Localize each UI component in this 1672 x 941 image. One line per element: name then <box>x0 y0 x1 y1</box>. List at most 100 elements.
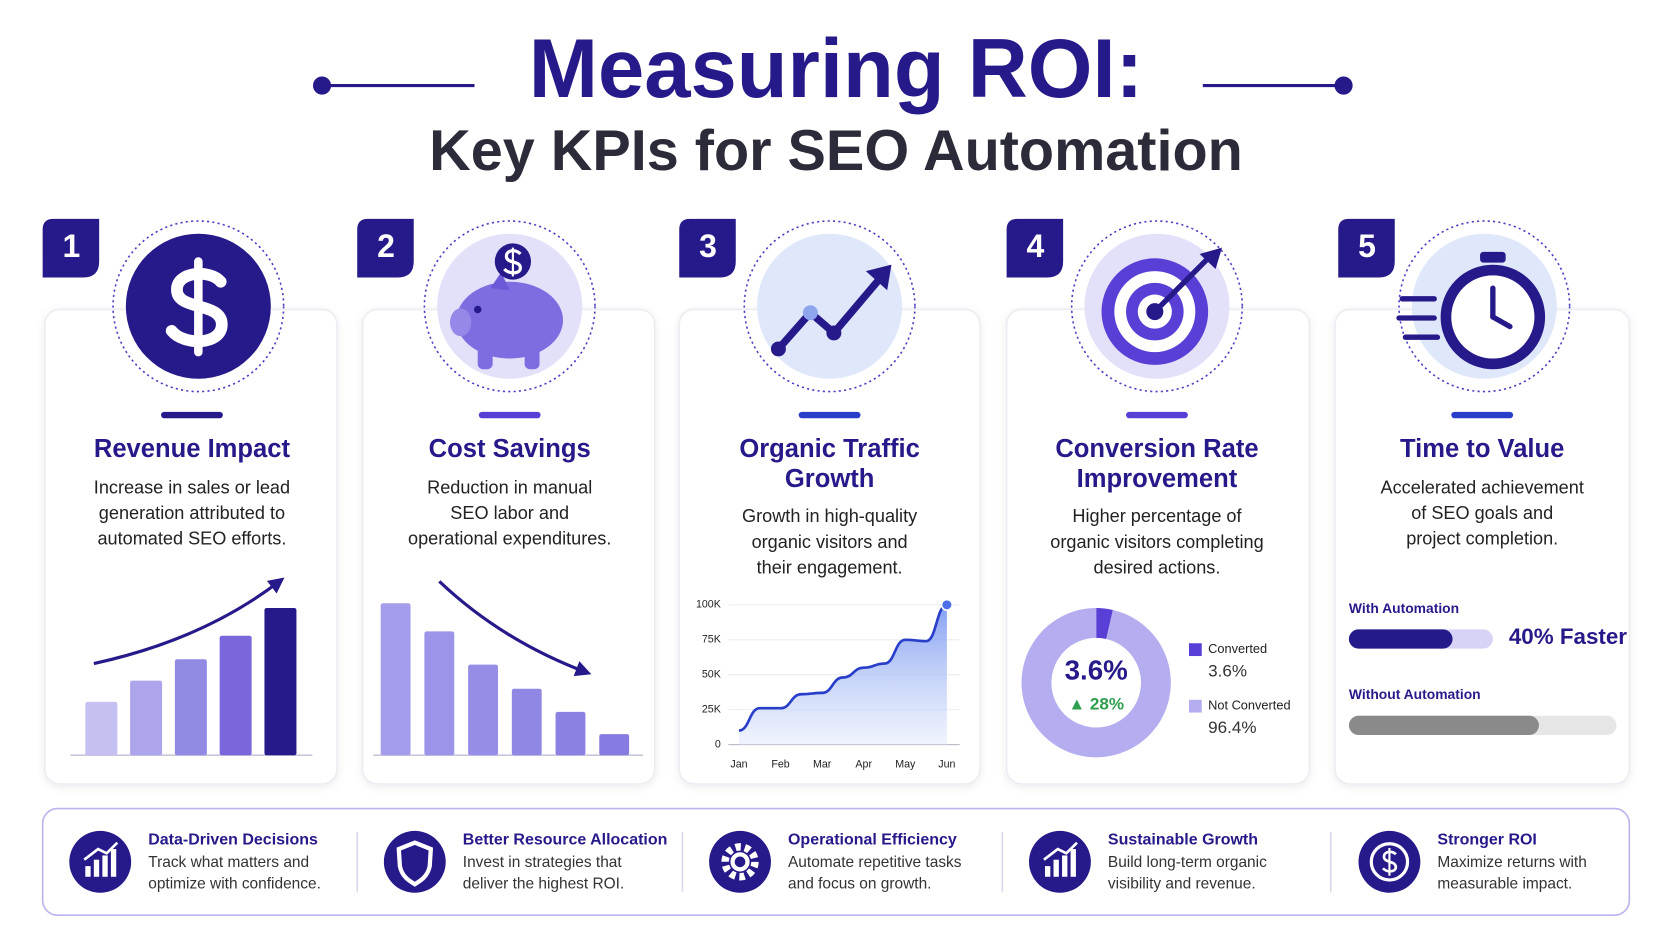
benefit-title: Better Resource Allocation <box>463 832 668 849</box>
area <box>738 604 947 745</box>
card-title: Cost Savings <box>429 435 591 463</box>
annotation: 40% Faster <box>1509 624 1627 649</box>
card-description: Reduction in manual <box>427 477 592 497</box>
donut-slice <box>1095 608 1113 640</box>
subtitle: Key KPIs for SEO Automation <box>429 119 1243 183</box>
legend-swatch <box>1188 643 1202 657</box>
bar-label: With Automation <box>1349 600 1459 616</box>
benefit-description: visibility and revenue. <box>1108 875 1256 892</box>
y-tick-label: 25K <box>702 703 721 715</box>
legend-value: 96.4% <box>1208 718 1256 737</box>
bar-label: Without Automation <box>1349 686 1481 702</box>
y-tick-label: 100K <box>696 599 721 611</box>
x-tick-label: Jan <box>730 759 747 771</box>
card-description: organic visitors and <box>752 532 908 552</box>
icon-growth <box>743 220 916 393</box>
benefit-description: and focus on growth. <box>788 875 931 892</box>
donut-change: ▲ 28% <box>1068 695 1124 714</box>
y-tick-label: 75K <box>702 634 721 646</box>
badge-number: 5 <box>1358 228 1376 264</box>
badge <box>1006 218 1064 278</box>
badge-number: 4 <box>1027 228 1045 264</box>
benefit-title: Sustainable Growth <box>1108 832 1258 849</box>
card-description: Growth in high-quality <box>742 506 918 526</box>
badge <box>679 218 736 278</box>
icon-target <box>1070 220 1244 393</box>
card-title: Conversion Rate <box>1055 435 1258 463</box>
legend-swatch <box>1188 699 1202 713</box>
bar <box>555 711 586 756</box>
y-tick-label: 0 <box>715 738 721 750</box>
bar-fill <box>1348 629 1453 649</box>
accent-line <box>1451 411 1514 419</box>
card-description: automated SEO efforts. <box>97 529 286 549</box>
card-description: Higher percentage of <box>1072 506 1242 526</box>
donut-center-label: 3.6% <box>1065 654 1128 685</box>
trend-arrow <box>93 577 285 666</box>
benefit-description: Invest in strategies that <box>463 854 623 871</box>
donut-slice <box>1021 608 1171 758</box>
benefit-description: Build long-term organic <box>1108 854 1267 871</box>
card-description: their engagement. <box>757 557 903 577</box>
benefit-description: Track what matters and <box>148 854 309 871</box>
bar <box>219 635 252 756</box>
benefit-description: Maximize returns with <box>1437 854 1586 871</box>
card-description: generation attributed to <box>99 503 285 523</box>
card-description: project completion. <box>1406 529 1558 549</box>
card-description: SEO labor and <box>450 503 569 523</box>
dividers <box>356 831 1332 892</box>
end-marker <box>940 598 954 611</box>
benefit-title: Data-Driven Decisions <box>148 832 318 849</box>
icon-stopwatch <box>1396 220 1571 393</box>
bar-fill <box>1348 715 1539 735</box>
card-title: Revenue Impact <box>94 435 291 463</box>
trend-arrow <box>438 580 592 677</box>
badge-number: 2 <box>377 228 395 264</box>
accent-line <box>161 411 223 419</box>
badge <box>42 218 100 278</box>
x-tick-label: Jun <box>938 759 955 771</box>
bar <box>599 734 630 756</box>
benefit-description: deliver the highest ROI. <box>463 875 624 892</box>
bar <box>380 603 411 756</box>
card-description: desired actions. <box>1094 557 1221 577</box>
card-description: organic visitors completing <box>1050 532 1263 552</box>
y-tick-label: 50K <box>702 669 721 681</box>
badge-number: 3 <box>699 228 717 264</box>
bar <box>174 659 207 756</box>
card-description: Increase in sales or lead <box>94 477 290 497</box>
benefits-panel <box>41 807 1631 916</box>
benefit-title: Operational Efficiency <box>788 832 957 849</box>
card-title: Improvement <box>1077 465 1238 493</box>
line <box>738 603 948 732</box>
accent-line <box>1126 411 1188 419</box>
card-title: Time to Value <box>1400 435 1564 463</box>
bar <box>468 664 498 756</box>
card-description: operational expenditures. <box>408 529 611 549</box>
legend-label: Converted <box>1208 641 1267 656</box>
card-title: Organic Traffic <box>739 435 920 463</box>
title-decoration <box>312 76 1353 95</box>
badge <box>1338 218 1395 278</box>
x-tick-label: Apr <box>855 759 872 771</box>
bar <box>130 680 163 756</box>
benefit-description: measurable impact. <box>1437 875 1572 892</box>
bar <box>85 701 118 756</box>
card-description: Accelerated achievement <box>1381 477 1584 497</box>
legend-label: Not Converted <box>1208 698 1290 713</box>
card-title: Growth <box>785 465 875 493</box>
icon-piggy <box>423 220 596 393</box>
badge <box>357 218 414 278</box>
icon-dollar <box>112 220 285 393</box>
title: Measuring ROI: <box>529 22 1144 115</box>
benefit-description: optimize with confidence. <box>148 875 321 892</box>
benefit-icons <box>69 830 1421 893</box>
benefit-description: Automate repetitive tasks <box>788 854 962 871</box>
legend-value: 3.6% <box>1208 662 1247 681</box>
card-description: of SEO goals and <box>1411 503 1553 523</box>
bar <box>511 688 542 756</box>
bar <box>424 631 455 756</box>
accent-line <box>798 411 861 419</box>
